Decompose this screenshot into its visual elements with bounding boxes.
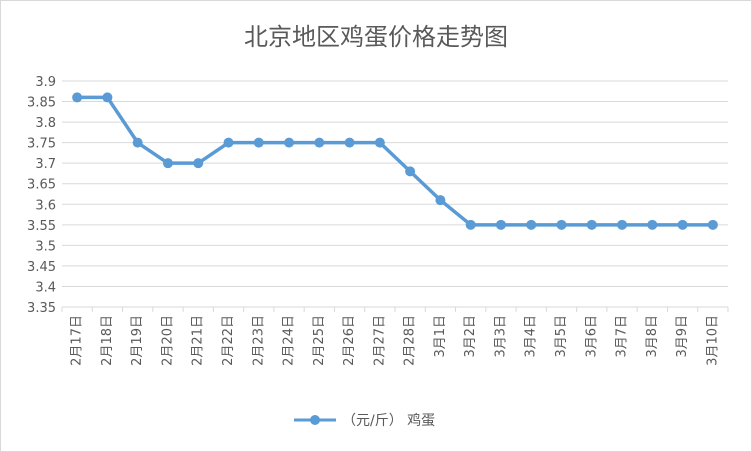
x-tick-label: 2月18日 bbox=[100, 315, 115, 366]
legend-point-marker bbox=[310, 415, 320, 425]
y-tick-label: 3.6 bbox=[35, 198, 56, 213]
x-tick-label: 2月26日 bbox=[342, 315, 357, 366]
data-point bbox=[344, 137, 355, 148]
legend: （元/斤） 鸡蛋 bbox=[294, 412, 435, 429]
x-tick-label: 3月8日 bbox=[645, 315, 660, 358]
y-tick-label: 3.9 bbox=[35, 75, 56, 90]
data-point bbox=[102, 92, 113, 103]
x-tick-label: 3月2日 bbox=[463, 315, 478, 358]
series-line bbox=[75, 95, 715, 227]
y-axis: 3.35 3.4 3.45 3.5 3.55 3.6 3.65 3.7 3.75 3.8 3.85 3… bbox=[27, 75, 56, 316]
y-tick-label: 3.7 bbox=[35, 157, 56, 172]
y-tick-label: 3.8 bbox=[35, 116, 56, 131]
series-layer bbox=[72, 92, 718, 230]
data-point bbox=[253, 137, 264, 148]
data-point bbox=[284, 137, 295, 148]
data-point bbox=[405, 166, 416, 177]
x-tick-label: 2月27日 bbox=[372, 315, 387, 366]
x-tick-label: 2月24日 bbox=[282, 315, 297, 366]
data-point bbox=[314, 137, 325, 148]
data-point bbox=[586, 219, 597, 230]
data-point bbox=[677, 219, 688, 230]
data-point bbox=[193, 158, 204, 169]
data-point bbox=[374, 137, 385, 148]
gridlines bbox=[62, 80, 728, 308]
y-tick-label: 3.85 bbox=[27, 96, 56, 111]
x-tick-label: 3月3日 bbox=[493, 315, 508, 358]
data-point bbox=[162, 158, 173, 169]
data-point bbox=[465, 219, 476, 230]
x-tick-label: 3月10日 bbox=[705, 315, 720, 366]
x-tick-label: 2月19日 bbox=[130, 315, 145, 366]
x-tick-label: 2月22日 bbox=[221, 315, 236, 366]
x-tick-label: 2月28日 bbox=[403, 315, 418, 366]
data-point bbox=[223, 137, 234, 148]
data-point bbox=[707, 219, 718, 230]
x-tick-label: 3月1日 bbox=[433, 315, 448, 358]
x-tick-label: 2月20日 bbox=[160, 315, 175, 366]
data-point bbox=[495, 219, 506, 230]
y-tick-label: 3.75 bbox=[27, 137, 56, 152]
chart-title: 北京地区鸡蛋价格走势图 bbox=[244, 23, 508, 51]
data-point bbox=[72, 92, 83, 103]
data-point bbox=[526, 219, 537, 230]
x-tick-label: 3月9日 bbox=[675, 315, 690, 358]
x-tick-label: 2月17日 bbox=[70, 315, 85, 366]
x-tick-label: 3月7日 bbox=[615, 315, 630, 358]
data-point bbox=[617, 219, 628, 230]
x-tick-label: 2月25日 bbox=[312, 315, 327, 366]
data-point bbox=[556, 219, 567, 230]
x-tick-label: 3月6日 bbox=[584, 315, 599, 358]
y-tick-label: 3.4 bbox=[35, 280, 56, 295]
y-tick-label: 3.65 bbox=[27, 178, 56, 193]
y-tick-label: 3.5 bbox=[35, 239, 56, 254]
data-point bbox=[132, 137, 143, 148]
x-tick-label: 3月5日 bbox=[554, 315, 569, 358]
x-tick-label: 2月23日 bbox=[251, 315, 266, 366]
data-point bbox=[647, 219, 658, 230]
y-tick-label: 3.45 bbox=[27, 260, 56, 275]
x-tick-label: 3月4日 bbox=[524, 315, 539, 358]
x-axis: 2月17日 2月18日 2月19日 2月20日 2月21日 2月22日 2月23日 2月24日… bbox=[61, 306, 729, 366]
legend-label: （元/斤） 鸡蛋 bbox=[342, 412, 435, 429]
data-point bbox=[435, 195, 446, 206]
y-tick-label: 3.35 bbox=[27, 301, 56, 316]
x-tick-label: 2月21日 bbox=[191, 315, 206, 366]
y-tick-label: 3.55 bbox=[27, 219, 56, 234]
